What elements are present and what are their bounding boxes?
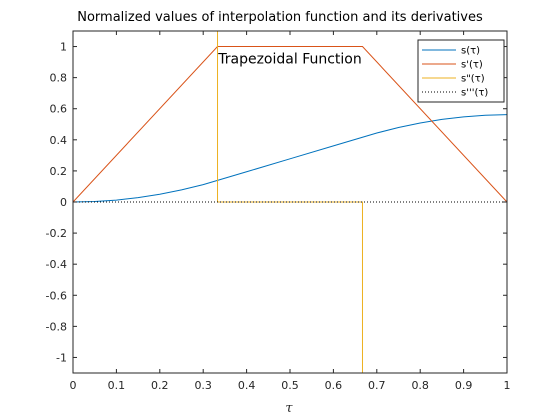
y-tick-label: 0.6 — [50, 103, 68, 116]
x-tick-label: 0.4 — [238, 379, 256, 392]
y-tick-label: 0.2 — [50, 165, 68, 178]
x-tick-label: 0.1 — [108, 379, 126, 392]
axes: 0 0.1 0.2 0.3 0.4 0.5 0.6 0.7 0.8 0.9 1 -1 -0.8 -0.6 -… — [46, 30, 511, 392]
x-tick-label: 0 — [70, 379, 77, 392]
x-tick-label: 0.3 — [194, 379, 212, 392]
series-line-2 — [73, 46, 507, 203]
y-tick-label: 0 — [60, 196, 67, 209]
x-tick-label: 0.7 — [368, 379, 386, 392]
y-tick-label: -0.6 — [46, 289, 67, 302]
x-axis-label: τ — [285, 401, 293, 416]
chart-title: Normalized values of interpolation funct… — [77, 10, 483, 25]
annotation-trapezoidal-function: Trapezoidal Function — [217, 51, 362, 67]
x-tick-label: 0.5 — [281, 379, 299, 392]
series-line-1 — [73, 114, 507, 203]
y-tick-label: 1 — [60, 41, 67, 54]
legend: s(τ) s'(τ) s"(τ) s'''(τ) — [417, 39, 505, 103]
legend-label-1: s(τ) — [461, 46, 480, 57]
y-tick-label: -0.2 — [46, 227, 67, 240]
x-tick-label: 0.2 — [151, 379, 169, 392]
legend-label-2: s'(τ) — [461, 60, 483, 71]
legend-label-4: s'''(τ) — [461, 88, 488, 99]
y-tick-label: -1 — [56, 351, 67, 364]
y-tick-label: -0.8 — [46, 320, 67, 333]
x-tick-label: 0.8 — [411, 379, 429, 392]
legend-label-3: s"(τ) — [461, 74, 485, 85]
x-tick-label: 1 — [504, 379, 511, 392]
y-tick-label: 0.8 — [50, 72, 68, 85]
x-tick-label: 0.6 — [325, 379, 343, 392]
plot-area — [73, 31, 507, 373]
y-tick-label: 0.4 — [50, 134, 68, 147]
x-tick-label: 0.9 — [455, 379, 473, 392]
y-tick-label: -0.4 — [46, 258, 67, 271]
